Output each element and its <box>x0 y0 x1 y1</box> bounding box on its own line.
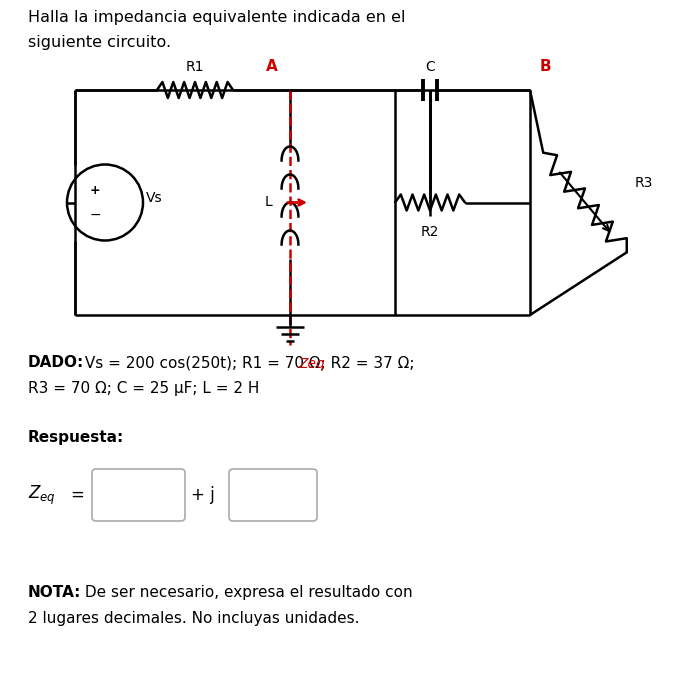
Text: siguiente circuito.: siguiente circuito. <box>28 35 171 50</box>
Text: $Z_{eq}$: $Z_{eq}$ <box>28 484 56 507</box>
Text: A: A <box>266 59 278 74</box>
Text: =: = <box>70 486 84 504</box>
Text: Respuesta:: Respuesta: <box>28 430 124 445</box>
FancyBboxPatch shape <box>92 469 185 521</box>
Text: NOTA:: NOTA: <box>28 585 81 600</box>
Text: R1: R1 <box>186 60 204 74</box>
Text: DADO:: DADO: <box>28 355 84 370</box>
Text: Vs: Vs <box>146 190 163 204</box>
Text: Zeq: Zeq <box>298 357 324 371</box>
Text: R2: R2 <box>421 225 439 239</box>
Text: R3 = 70 Ω; C = 25 μF; L = 2 H: R3 = 70 Ω; C = 25 μF; L = 2 H <box>28 381 260 396</box>
Text: Halla la impedancia equivalente indicada en el: Halla la impedancia equivalente indicada… <box>28 10 406 25</box>
Text: C: C <box>425 60 435 74</box>
Text: Vs = 200 cos(250t); R1 = 70 Ω; R2 = 37 Ω;: Vs = 200 cos(250t); R1 = 70 Ω; R2 = 37 Ω… <box>80 355 414 370</box>
Text: −: − <box>89 207 101 221</box>
FancyBboxPatch shape <box>229 469 317 521</box>
Text: L: L <box>264 195 272 209</box>
Text: R3: R3 <box>635 176 653 190</box>
Text: 2 lugares decimales. No incluyas unidades.: 2 lugares decimales. No incluyas unidade… <box>28 611 360 626</box>
Text: + j: + j <box>191 486 215 504</box>
Text: De ser necesario, expresa el resultado con: De ser necesario, expresa el resultado c… <box>80 585 412 600</box>
Text: +: + <box>90 184 100 197</box>
Text: B: B <box>540 59 552 74</box>
